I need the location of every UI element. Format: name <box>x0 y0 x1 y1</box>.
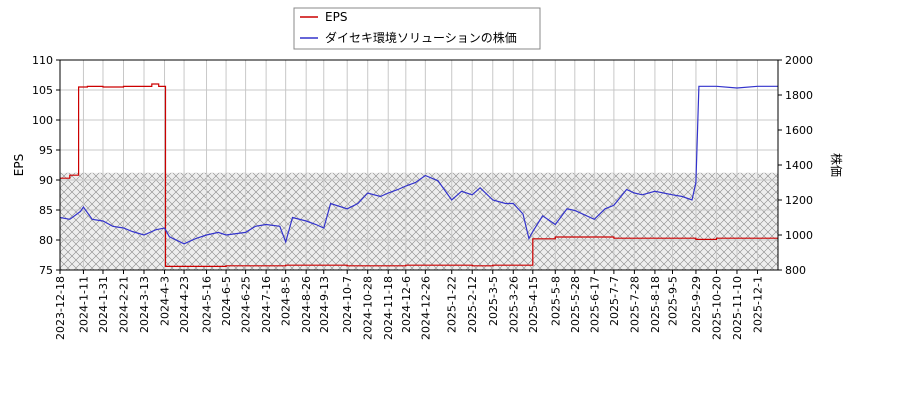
hatched-band-pattern <box>60 172 778 270</box>
legend-box <box>293 7 541 50</box>
x-axis-ticks: 2023-12-18 2024-1-11 2024-1-31 2024-2-21 202… <box>54 270 765 340</box>
x-tick-label: 2025-9-29 <box>690 276 703 333</box>
left-tick-label: 90 <box>39 174 53 187</box>
x-tick-label: 2025-10-20 <box>711 276 724 340</box>
right-tick-label: 1200 <box>785 194 813 207</box>
x-tick-label: 2025-3-26 <box>507 276 520 333</box>
x-tick-label: 2025-4-15 <box>527 276 540 333</box>
left-tick-label: 95 <box>39 144 53 157</box>
x-tick-label: 2024-7-16 <box>260 276 273 333</box>
x-tick-label: 2025-5-8 <box>549 276 562 326</box>
x-tick-label: 2025-6-17 <box>588 276 601 333</box>
legend: EPS ダイセキ環境ソリューションの株価 <box>293 7 541 50</box>
x-tick-label: 2024-8-26 <box>300 276 313 333</box>
x-tick-label: 2024-10-28 <box>362 276 375 340</box>
right-tick-label: 800 <box>785 264 806 277</box>
x-tick-label: 2025-2-12 <box>466 276 479 333</box>
x-tick-label: 2023-12-18 <box>54 276 67 340</box>
x-tick-label: 2024-1-11 <box>77 276 90 333</box>
x-tick-label: 2024-12-6 <box>400 276 413 333</box>
x-tick-label: 2025-11-10 <box>731 276 744 340</box>
x-tick-label: 2024-6-25 <box>240 276 253 333</box>
x-tick-label: 2025-9-5 <box>667 276 680 326</box>
right-tick-label: 1400 <box>785 159 813 172</box>
x-tick-label: 2024-3-13 <box>138 276 151 333</box>
x-tick-label: 2024-4-23 <box>178 276 191 333</box>
legend-label-eps: EPS <box>325 10 347 24</box>
right-axis-ticks: 800 1000 1200 1400 1600 1800 2000 <box>778 54 813 277</box>
legend-label-price: ダイセキ環境ソリューションの株価 <box>325 30 517 45</box>
left-axis-ticks: 75 80 85 90 95 100 105 110 <box>32 54 60 277</box>
x-tick-label: 2024-1-31 <box>97 276 110 333</box>
x-tick-label: 2024-2-21 <box>118 276 131 333</box>
right-axis-title: 株価 <box>829 153 844 177</box>
right-tick-label: 1600 <box>785 124 813 137</box>
x-tick-label: 2024-9-13 <box>318 276 331 333</box>
series-line-price <box>60 85 778 245</box>
left-tick-label: 110 <box>32 54 53 67</box>
left-axis-title: EPS <box>12 154 26 176</box>
left-tick-label: 100 <box>32 114 53 127</box>
x-tick-label: 2025-1-22 <box>446 276 459 333</box>
x-tick-label: 2024-6-5 <box>220 276 233 326</box>
x-tick-label: 2025-12-1 <box>752 276 765 333</box>
x-tick-label: 2024-12-26 <box>419 276 432 340</box>
right-tick-label: 2000 <box>785 54 813 67</box>
left-tick-label: 85 <box>39 204 53 217</box>
x-tick-label: 2024-4-3 <box>159 276 172 326</box>
x-tick-label: 2024-8-5 <box>280 276 293 326</box>
series-line-eps <box>60 83 778 267</box>
x-tick-label: 2025-7-7 <box>608 276 621 326</box>
x-tick-label: 2025-3-5 <box>487 276 500 326</box>
x-tick-label: 2024-10-7 <box>341 276 354 333</box>
x-tick-label: 2025-7-28 <box>628 276 641 333</box>
hatched-band <box>60 172 778 270</box>
left-tick-label: 105 <box>32 84 53 97</box>
x-tick-label: 2025-8-18 <box>649 276 662 333</box>
right-tick-label: 1800 <box>785 89 813 102</box>
right-tick-label: 1000 <box>785 229 813 242</box>
x-tick-label: 2024-5-16 <box>201 276 214 333</box>
x-tick-label: 2025-5-28 <box>569 276 582 333</box>
series-lines <box>60 83 778 267</box>
left-tick-label: 75 <box>39 264 53 277</box>
x-tick-label: 2024-11-18 <box>382 276 395 340</box>
left-tick-label: 80 <box>39 234 53 247</box>
